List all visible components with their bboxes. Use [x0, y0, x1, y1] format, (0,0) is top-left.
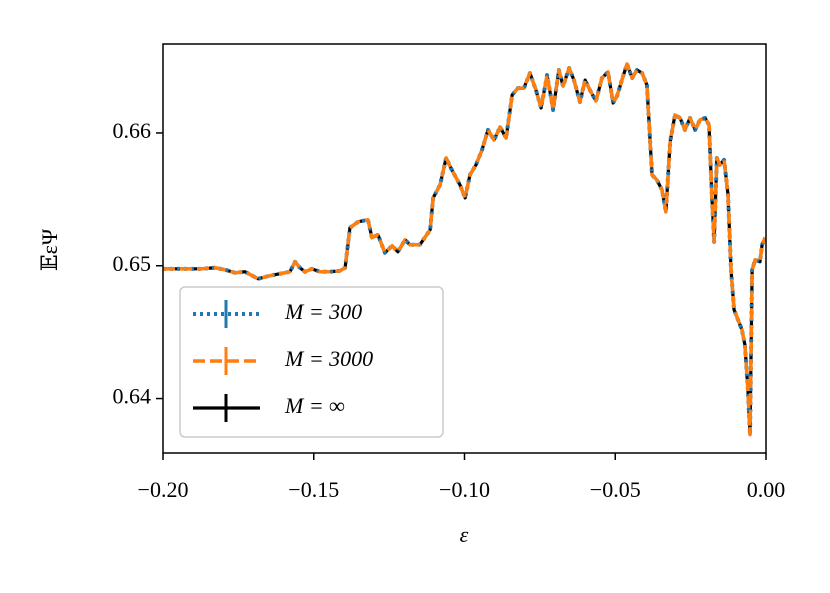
- x-tick-label: 0.00: [747, 477, 786, 502]
- plot-frame: [162, 43, 767, 454]
- x-tick-label: −0.05: [590, 477, 641, 502]
- y-tick-label: 0.64: [113, 384, 152, 409]
- series-line: [163, 62, 766, 437]
- legend-box: [179, 286, 444, 438]
- y-tick-label: 0.65: [113, 251, 152, 276]
- y-tick-label: 0.66: [113, 118, 152, 143]
- x-tick-label: −0.20: [138, 477, 189, 502]
- legend-label: M = 3000: [284, 346, 373, 371]
- x-tick-label: −0.10: [439, 477, 490, 502]
- x-axis-label: ε: [460, 522, 469, 547]
- legend-label: M = 300: [284, 299, 362, 324]
- y-axis-label: 𝔼εΨ: [37, 228, 62, 271]
- legend-label: M = ∞: [284, 393, 345, 418]
- x-tick-label: −0.15: [288, 477, 339, 502]
